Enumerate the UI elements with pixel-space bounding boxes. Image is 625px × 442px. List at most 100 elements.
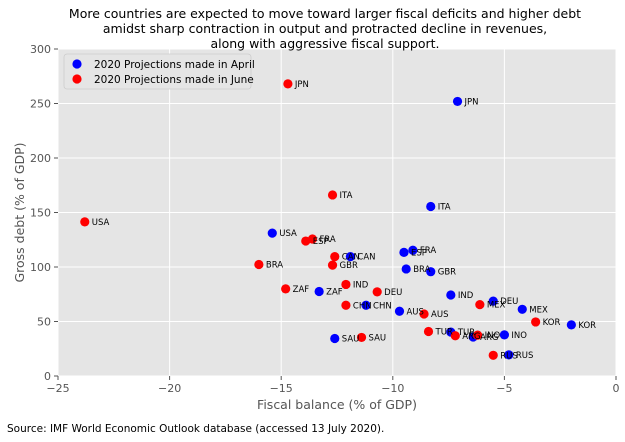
data-point-june [283, 79, 293, 89]
data-point-april [330, 333, 340, 344]
data-point-june [372, 287, 382, 297]
source-note: Source: IMF World Economic Outlook datab… [7, 423, 385, 435]
point-label: GBR [340, 261, 358, 271]
data-point-june [281, 284, 291, 294]
point-label: USA [92, 218, 110, 228]
data-point-june [330, 252, 340, 262]
y-tick-label: 300 [30, 43, 51, 56]
data-point-april [401, 264, 411, 274]
point-label: BRA [413, 265, 430, 275]
data-point-april [566, 320, 576, 330]
point-label: FRA [420, 246, 436, 256]
data-point-june [341, 300, 351, 310]
data-point-april [426, 267, 436, 277]
data-point-june [356, 332, 367, 343]
data-point-april [426, 201, 436, 212]
data-point-april [488, 296, 498, 306]
legend-label: 2020 Projections made in April [94, 59, 255, 71]
point-label: KOR [578, 321, 596, 331]
data-point-april [267, 228, 277, 238]
point-label: DEU [500, 297, 518, 307]
point-label: JPN [294, 80, 309, 90]
x-tick-label: 0 [613, 382, 620, 395]
point-label: RUS [516, 351, 534, 361]
data-point-june [475, 300, 485, 310]
y-tick-label: 100 [30, 261, 51, 274]
point-label: ITA [438, 203, 451, 213]
chart-title-line: More countries are expected to move towa… [69, 6, 581, 21]
point-label: INO [485, 331, 501, 341]
data-point-april [314, 286, 324, 297]
data-point-april [394, 306, 405, 316]
data-point-june [327, 260, 338, 270]
point-label: MEX [529, 305, 548, 315]
legend-marker [72, 59, 82, 69]
data-point-june [80, 217, 90, 227]
point-label: RUS [500, 351, 518, 361]
point-label: ZAF [293, 285, 310, 295]
data-point-april [345, 252, 355, 262]
y-tick-label: 250 [30, 98, 51, 111]
point-label: SAU [369, 333, 387, 343]
data-point-june [327, 190, 338, 200]
point-label: AUS [406, 307, 423, 317]
point-label: CAN [357, 253, 375, 263]
data-point-june [423, 326, 434, 337]
data-point-april [408, 245, 418, 255]
point-label: BRA [266, 260, 283, 270]
x-tick-label: −5 [496, 382, 512, 395]
point-label: IND [458, 291, 474, 301]
legend-label: 2020 Projections made in June [94, 74, 254, 86]
data-point-april [399, 247, 409, 257]
point-label: ESP [313, 237, 329, 247]
legend-box [63, 53, 252, 90]
y-tick-label: 150 [30, 207, 51, 220]
y-tick-label: 50 [37, 316, 51, 329]
x-axis-label: Fiscal balance (% of GDP) [257, 397, 417, 412]
data-point-june [450, 331, 460, 341]
point-label: AUS [431, 310, 448, 320]
point-label: DEU [384, 288, 402, 298]
point-label: TUR [457, 328, 475, 338]
y-tick-label: 200 [30, 152, 51, 165]
x-tick-label: −10 [381, 382, 404, 395]
point-label: MEX [487, 301, 506, 311]
point-label: ITA [340, 191, 353, 201]
point-label: ESP [411, 248, 427, 258]
data-point-april [504, 350, 514, 360]
point-label: USA [279, 229, 297, 239]
point-label: SAU [342, 335, 360, 345]
y-tick-label: 0 [44, 370, 51, 383]
point-label: GBR [438, 268, 456, 278]
x-tick-label: −15 [270, 382, 293, 395]
point-label: KOR [543, 318, 561, 328]
point-label: IND [353, 280, 369, 290]
data-point-april [446, 290, 456, 300]
point-label: TUR [435, 328, 453, 338]
chart-title-line: along with aggressive fiscal support. [210, 36, 439, 51]
point-label: FRA [319, 235, 335, 245]
data-point-june [301, 236, 311, 246]
point-label: ARG [480, 333, 498, 343]
point-label: CHN [353, 301, 372, 311]
point-label: INO [511, 331, 527, 341]
x-tick-label: −20 [158, 382, 181, 395]
chart-title-line: amidst sharp contraction in output and p… [103, 21, 547, 36]
data-point-june [341, 279, 351, 290]
data-point-april [517, 304, 527, 314]
point-label: CAN [342, 253, 360, 263]
y-axis-label: Gross debt (% of GDP) [12, 142, 27, 282]
data-point-april [499, 330, 509, 340]
point-label: JPN [464, 97, 479, 107]
data-point-june [488, 350, 498, 360]
data-point-june [254, 259, 264, 270]
x-tick-label: −25 [46, 382, 69, 395]
point-label: ARG [462, 332, 480, 342]
data-point-june [419, 309, 429, 319]
point-label: CHN [373, 301, 392, 311]
data-point-april [361, 300, 371, 310]
data-point-june [473, 330, 483, 340]
data-point-april [452, 96, 463, 107]
data-point-june [531, 317, 541, 327]
